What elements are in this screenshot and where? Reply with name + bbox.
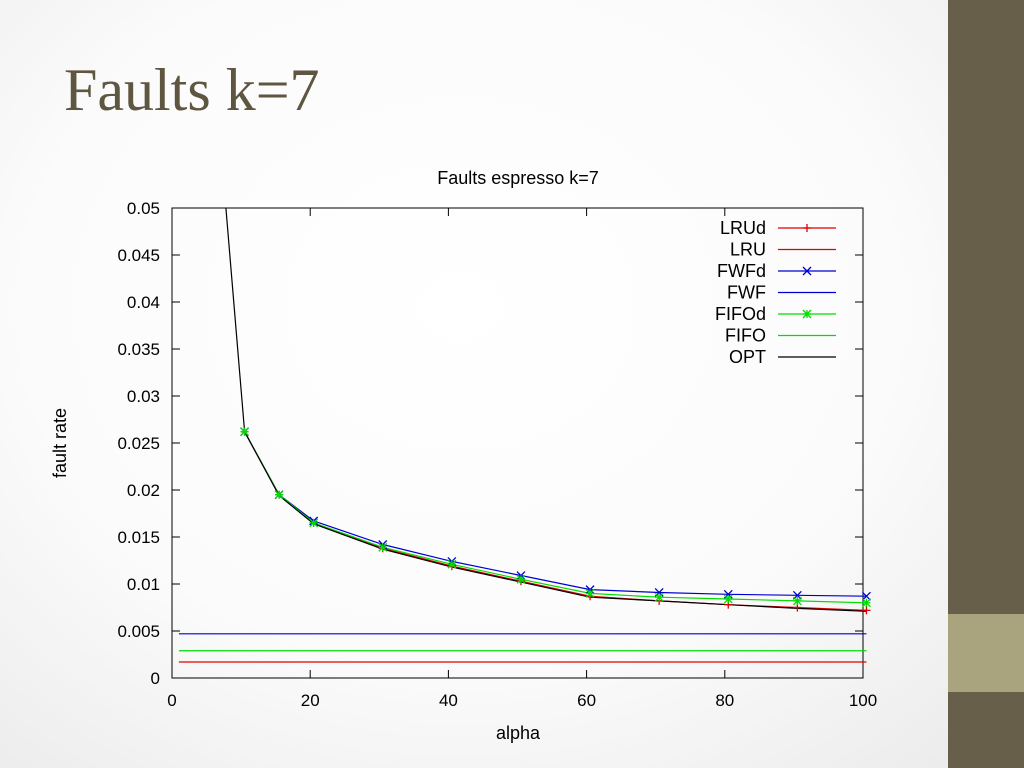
x-tick-label: 0 (167, 691, 176, 710)
y-tick-label: 0.02 (127, 481, 160, 500)
y-tick-label: 0.04 (127, 293, 160, 312)
series-fwfd-point (861, 591, 871, 601)
x-tick-label: 100 (849, 691, 877, 710)
series-fifod-point (378, 542, 388, 552)
y-axis-label: fault rate (50, 408, 70, 478)
y-tick-label: 0.005 (117, 622, 160, 641)
chart-title: Faults espresso k=7 (437, 168, 599, 188)
x-tick-label: 40 (439, 691, 458, 710)
y-tick-label: 0.035 (117, 340, 160, 359)
legend-marker-fifod (802, 309, 812, 319)
series-fifod-point (723, 594, 733, 604)
series-fifod-point (516, 574, 526, 584)
y-tick-label: 0 (151, 669, 160, 688)
y-tick-label: 0.025 (117, 434, 160, 453)
y-tick-label: 0.03 (127, 387, 160, 406)
series-fifod-point (792, 596, 802, 606)
series-fifod-point (447, 559, 457, 569)
y-tick-label: 0.015 (117, 528, 160, 547)
y-tick-label: 0.01 (127, 575, 160, 594)
series-fifod-line (244, 431, 867, 604)
slide-title: Faults k=7 (64, 57, 320, 123)
series-fifod-point (309, 518, 319, 528)
fault-rate-chart: Faults espresso k=7 0 20 40 60 80 100 0 0.005 0.… (50, 168, 877, 743)
legend-label-opt: OPT (729, 347, 766, 367)
series-fifod-point (861, 598, 871, 608)
x-tick-label: 20 (301, 691, 320, 710)
series-lrud-line (244, 431, 867, 611)
x-tick-label: 60 (577, 691, 596, 710)
series-fwfd-line (244, 431, 867, 597)
legend-label-fwfd: FWFd (717, 261, 766, 281)
y-tick-label: 0.05 (127, 199, 160, 218)
x-axis-label: alpha (496, 723, 541, 743)
legend-label-lru: LRU (730, 240, 766, 260)
series-fifod-point (274, 490, 284, 500)
legend-label-fwf: FWF (727, 283, 766, 303)
legend-label-fifod: FIFOd (715, 304, 766, 324)
legend-label-lrud: LRUd (720, 218, 766, 238)
series-fifod-point (585, 588, 595, 598)
side-decoration-accent (948, 614, 1024, 692)
series-fifod-point (654, 592, 664, 602)
series-lrud-point (862, 606, 871, 615)
legend-marker-fwfd (802, 266, 812, 276)
legend-label-fifo: FIFO (725, 326, 766, 346)
series-opt-line (225, 207, 867, 612)
x-tick-label: 80 (715, 691, 734, 710)
axis-ticks: 0 20 40 60 80 100 0 0.005 0.01 0.015 0.02 0.025 0.03… (117, 199, 877, 710)
series-layer (178, 207, 871, 663)
series-fifod-point (240, 427, 250, 437)
y-tick-label: 0.045 (117, 246, 160, 265)
legend-marker-lrud (803, 224, 811, 232)
